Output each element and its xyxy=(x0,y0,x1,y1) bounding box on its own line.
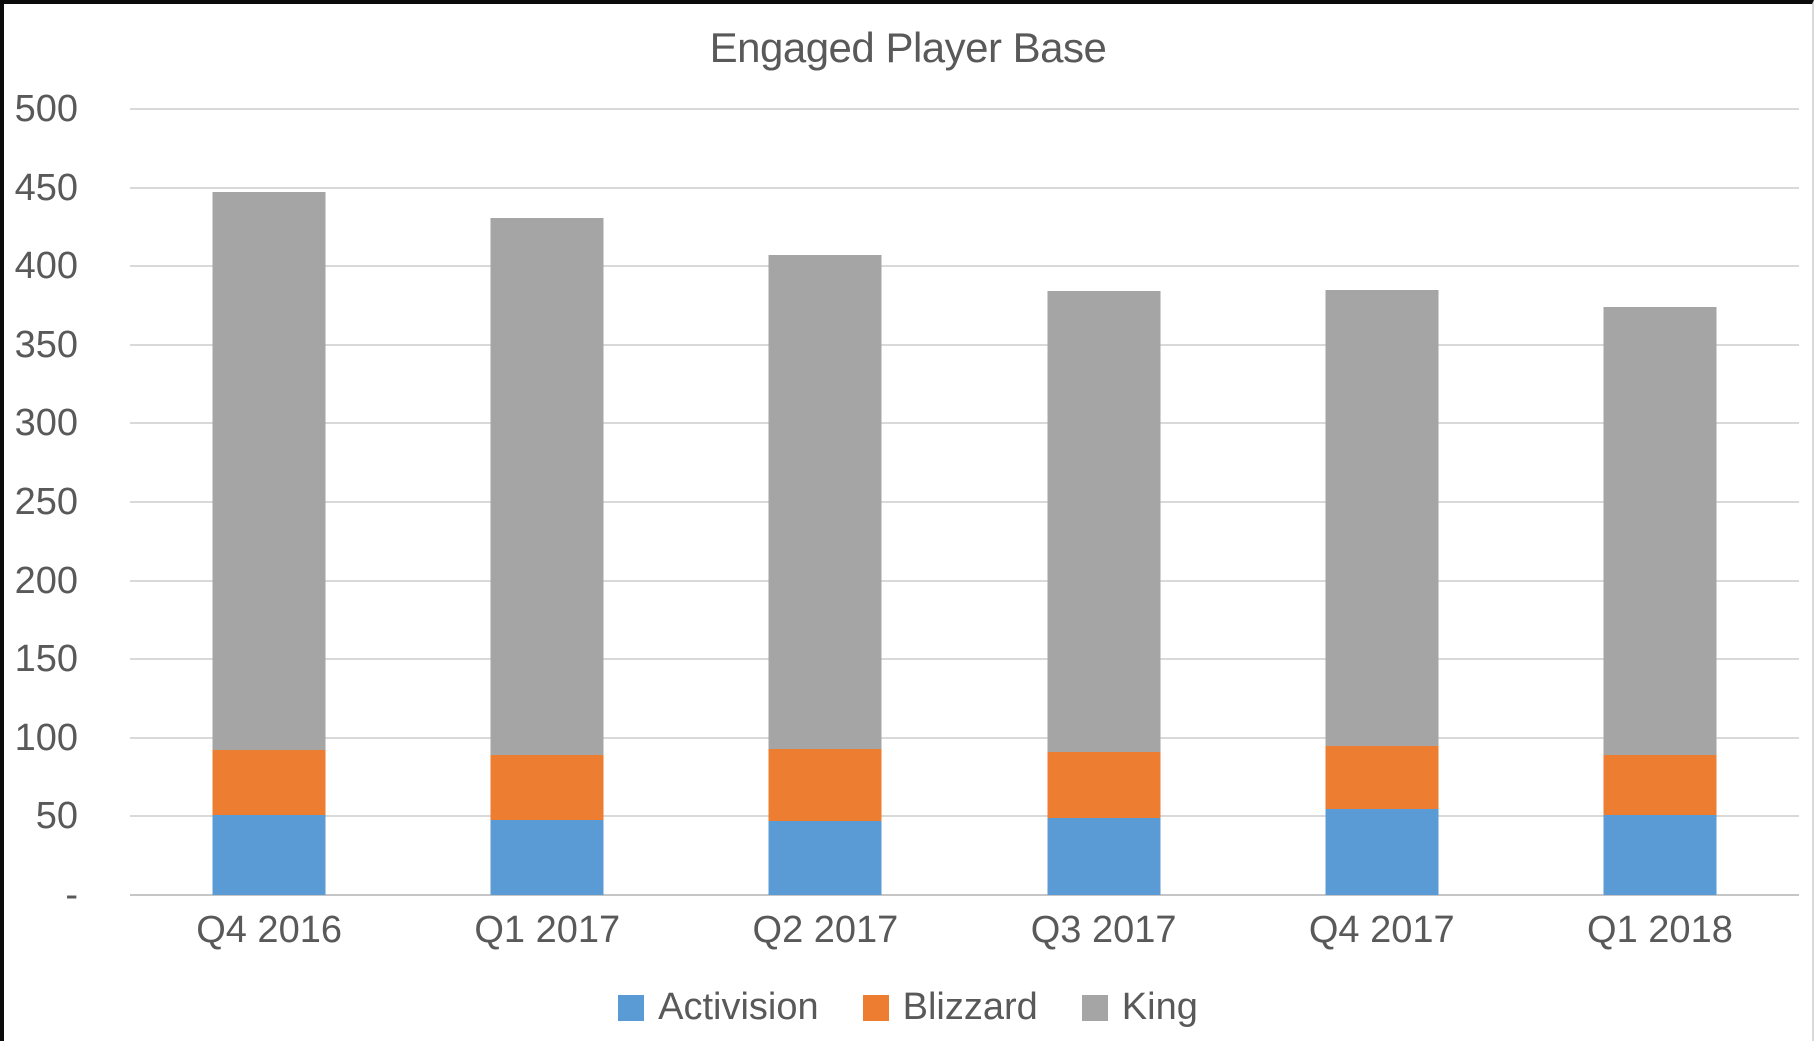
y-tick-label-100: 100 xyxy=(14,716,78,759)
y-tick-label-0: - xyxy=(65,874,78,916)
gridline-500 xyxy=(130,108,1799,110)
plot-area xyxy=(130,108,1799,896)
legend-swatch-king xyxy=(1081,994,1108,1021)
legend: Activision Blizzard King xyxy=(4,986,1812,1029)
segment-king-q2-2017 xyxy=(768,255,882,749)
gridline-450 xyxy=(130,186,1799,189)
bar-slot-q3-2017 xyxy=(965,109,1243,895)
y-axis: - 50 100 150 200 250 300 350 400 450 500 xyxy=(4,4,84,1041)
y-tick-label-450: 450 xyxy=(14,166,78,209)
y-tick-label-200: 200 xyxy=(14,559,78,602)
x-tick-label-q3-2017: Q3 2017 xyxy=(1030,909,1177,951)
segment-activision-q1-2017 xyxy=(490,819,604,895)
gridline-200 xyxy=(130,579,1799,582)
gridline-250 xyxy=(130,501,1799,503)
x-axis: Q4 2016 Q1 2017 Q2 2017 Q3 2017 Q4 2017 Q1 20… xyxy=(130,909,1799,952)
stacked-bar-q4-2017 xyxy=(1325,289,1439,895)
y-tick-label-350: 350 xyxy=(14,323,78,366)
x-tick-label-q4-2017: Q4 2017 xyxy=(1308,909,1455,951)
y-tick-label-400: 400 xyxy=(14,245,78,288)
segment-blizzard-q1-2017 xyxy=(490,755,604,820)
segment-activision-q2-2017 xyxy=(768,821,882,895)
segment-king-q4-2016 xyxy=(212,192,326,751)
chart-title: Engaged Player Base xyxy=(709,24,1107,71)
segment-activision-q1-2018 xyxy=(1603,814,1717,895)
segment-activision-q3-2017 xyxy=(1047,817,1161,895)
y-tick-label-300: 300 xyxy=(14,402,78,445)
y-tick-label-150: 150 xyxy=(14,638,78,681)
legend-item-king: King xyxy=(1081,986,1198,1029)
y-tick-label-50: 50 xyxy=(35,795,78,838)
segment-activision-q4-2016 xyxy=(212,814,326,895)
x-tick-label-q1-2017: Q1 2017 xyxy=(474,909,621,951)
gridline-150 xyxy=(130,658,1799,661)
stacked-bar-q2-2017 xyxy=(768,255,882,895)
gridline-350 xyxy=(130,343,1799,346)
segment-king-q1-2018 xyxy=(1603,307,1717,756)
segment-blizzard-q4-2017 xyxy=(1325,745,1439,809)
stacked-bar-q4-2016 xyxy=(212,192,326,895)
gridline-400 xyxy=(130,265,1799,268)
segment-king-q4-2017 xyxy=(1325,289,1439,746)
segment-blizzard-q3-2017 xyxy=(1047,751,1161,818)
legend-item-activision: Activision xyxy=(618,986,819,1029)
segment-blizzard-q2-2017 xyxy=(768,748,882,822)
x-tick-label-q4-2016: Q4 2016 xyxy=(196,909,342,951)
gridline-50 xyxy=(130,815,1799,818)
legend-label-activision: Activision xyxy=(658,986,819,1028)
segment-blizzard-q4-2016 xyxy=(212,750,326,815)
x-tick-label-q2-2017: Q2 2017 xyxy=(752,909,899,951)
bar-slot-q1-2017 xyxy=(408,109,686,895)
x-axis-line xyxy=(130,894,1799,896)
segment-activision-q4-2017 xyxy=(1325,808,1439,895)
stacked-bar-q1-2018 xyxy=(1603,307,1717,895)
bar-slot-q1-2018 xyxy=(1521,109,1799,895)
x-tick-label-q1-2018: Q1 2018 xyxy=(1587,909,1733,951)
segment-king-q3-2017 xyxy=(1047,291,1161,752)
bar-slot-q2-2017 xyxy=(686,109,964,895)
bar-slot-q4-2017 xyxy=(1243,109,1521,895)
stacked-bar-q1-2017 xyxy=(490,217,604,895)
gridline-100 xyxy=(130,736,1799,739)
legend-label-king: King xyxy=(1121,986,1198,1028)
legend-item-blizzard: Blizzard xyxy=(862,986,1038,1029)
y-tick-label-250: 250 xyxy=(14,481,78,523)
segment-blizzard-q1-2018 xyxy=(1603,755,1717,815)
bars-layer xyxy=(130,109,1799,895)
segment-king-q1-2017 xyxy=(490,217,604,756)
legend-swatch-activision xyxy=(618,994,645,1021)
legend-label-blizzard: Blizzard xyxy=(902,986,1038,1028)
gridline-300 xyxy=(130,422,1799,425)
bar-slot-q4-2016 xyxy=(130,109,408,895)
y-tick-label-500: 500 xyxy=(14,88,78,130)
legend-swatch-blizzard xyxy=(862,994,889,1021)
stacked-bar-q3-2017 xyxy=(1047,291,1161,895)
